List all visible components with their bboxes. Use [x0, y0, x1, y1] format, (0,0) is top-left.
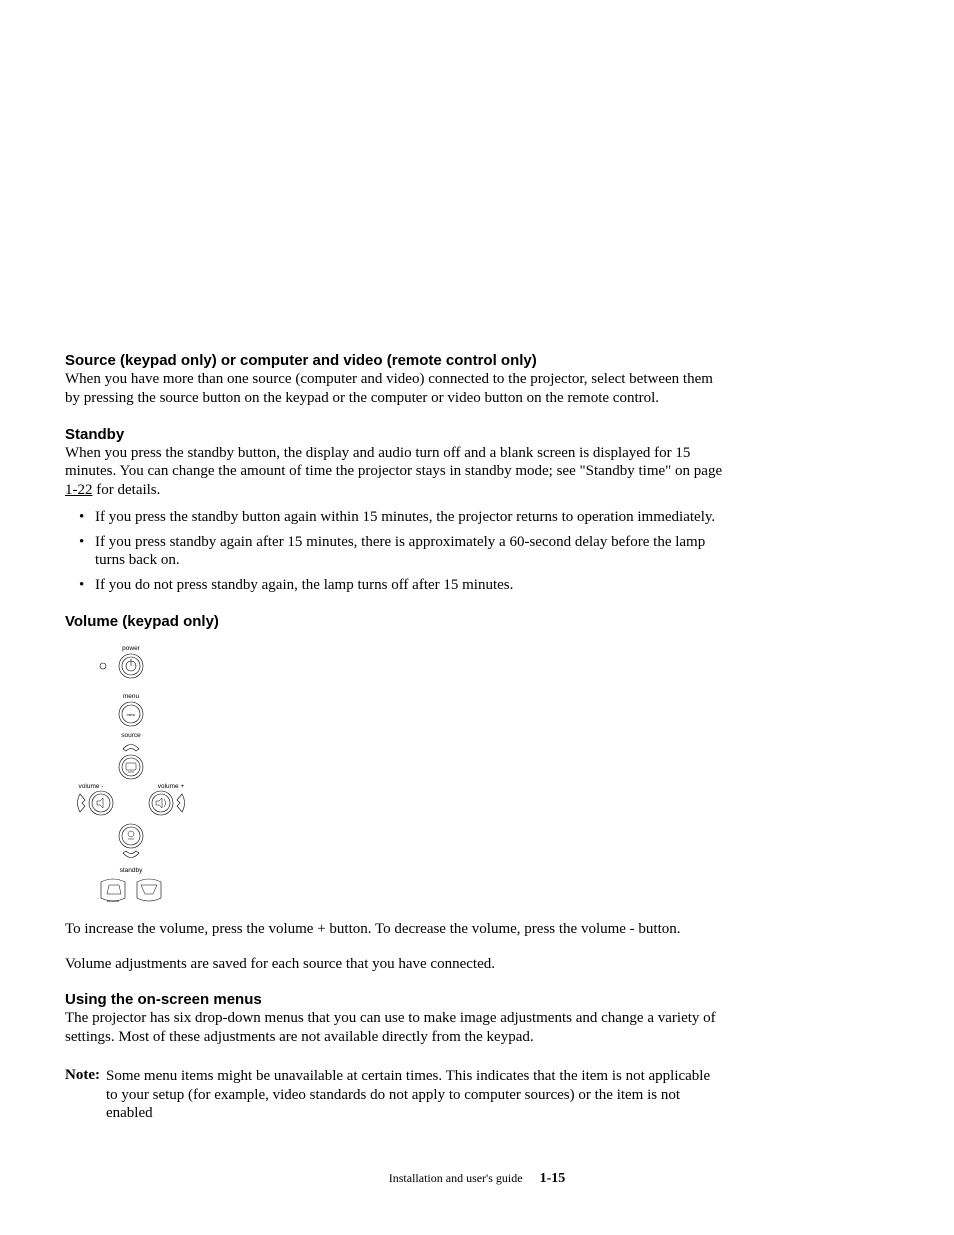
standby-bullets: If you press the standby button again wi…: [79, 508, 725, 595]
kp-label-power: power: [122, 645, 141, 652]
note-body: Some menu items might be unavailable at …: [106, 1067, 725, 1123]
speaker-plus-icon: [156, 798, 162, 808]
source-button-outer: [119, 755, 143, 779]
volume-para1: To increase the volume, press the volume…: [65, 920, 725, 939]
standby-pre: When you press the standby button, the d…: [65, 445, 722, 480]
volminus-button-outer: [89, 791, 113, 815]
down-arrow-icon: [123, 851, 139, 858]
source-icon: [126, 763, 136, 770]
speaker-minus-icon: [97, 798, 103, 808]
list-item: If you press standby again after 15 minu…: [79, 533, 725, 571]
page-footer: Installation and user's guide 1-15: [0, 1171, 954, 1187]
source-button-inner: [122, 758, 140, 776]
heading-volume: Volume (keypad only): [65, 613, 725, 630]
menu-icon-text: menu: [127, 713, 136, 717]
kp-label-menu: menu: [123, 693, 140, 700]
keystone-right-icon: [137, 879, 161, 901]
standby-icon: [128, 831, 134, 837]
power-led-icon: [100, 663, 106, 669]
list-item: If you press the standby button again wi…: [79, 508, 725, 527]
volume-para2: Volume adjustments are saved for each so…: [65, 955, 725, 974]
standby-post: for details.: [93, 482, 161, 498]
note-label: Note:: [65, 1067, 100, 1123]
heading-source: Source (keypad only) or computer and vid…: [65, 352, 725, 369]
volminus-button-inner: [92, 794, 110, 812]
kp-label-source: source: [121, 732, 141, 739]
volplus-button-inner: [152, 794, 170, 812]
heading-menus: Using the on-screen menus: [65, 991, 725, 1008]
body-standby: When you press the standby button, the d…: [65, 444, 725, 500]
kp-label-volminus: volume -: [79, 783, 104, 790]
volplus-button-outer: [149, 791, 173, 815]
footer-title: Installation and user's guide: [389, 1171, 523, 1185]
right-arrow-icon: [177, 794, 185, 812]
note-block: Note: Some menu items might be unavailab…: [65, 1067, 725, 1123]
footer-page: 1-15: [540, 1171, 566, 1186]
svg-text:keystone: keystone: [107, 899, 119, 903]
keypad-diagram: power menu menu source volume - volume +: [73, 640, 203, 910]
heading-standby: Standby: [65, 426, 725, 443]
kp-label-standby: standby: [120, 867, 144, 874]
kp-label-volplus: volume +: [158, 783, 185, 790]
page-content: Source (keypad only) or computer and vid…: [65, 352, 725, 1123]
body-source: When you have more than one source (comp…: [65, 370, 725, 408]
keystone-left-icon: keystone: [101, 879, 125, 903]
standby-link[interactable]: 1-22: [65, 482, 93, 498]
body-menus: The projector has six drop-down menus th…: [65, 1009, 725, 1047]
list-item: If you do not press standby again, the l…: [79, 576, 725, 595]
standby-button-inner: [122, 827, 140, 845]
up-arrow-icon: [123, 744, 139, 751]
left-arrow-icon: [78, 794, 86, 812]
standby-button-outer: [119, 824, 143, 848]
